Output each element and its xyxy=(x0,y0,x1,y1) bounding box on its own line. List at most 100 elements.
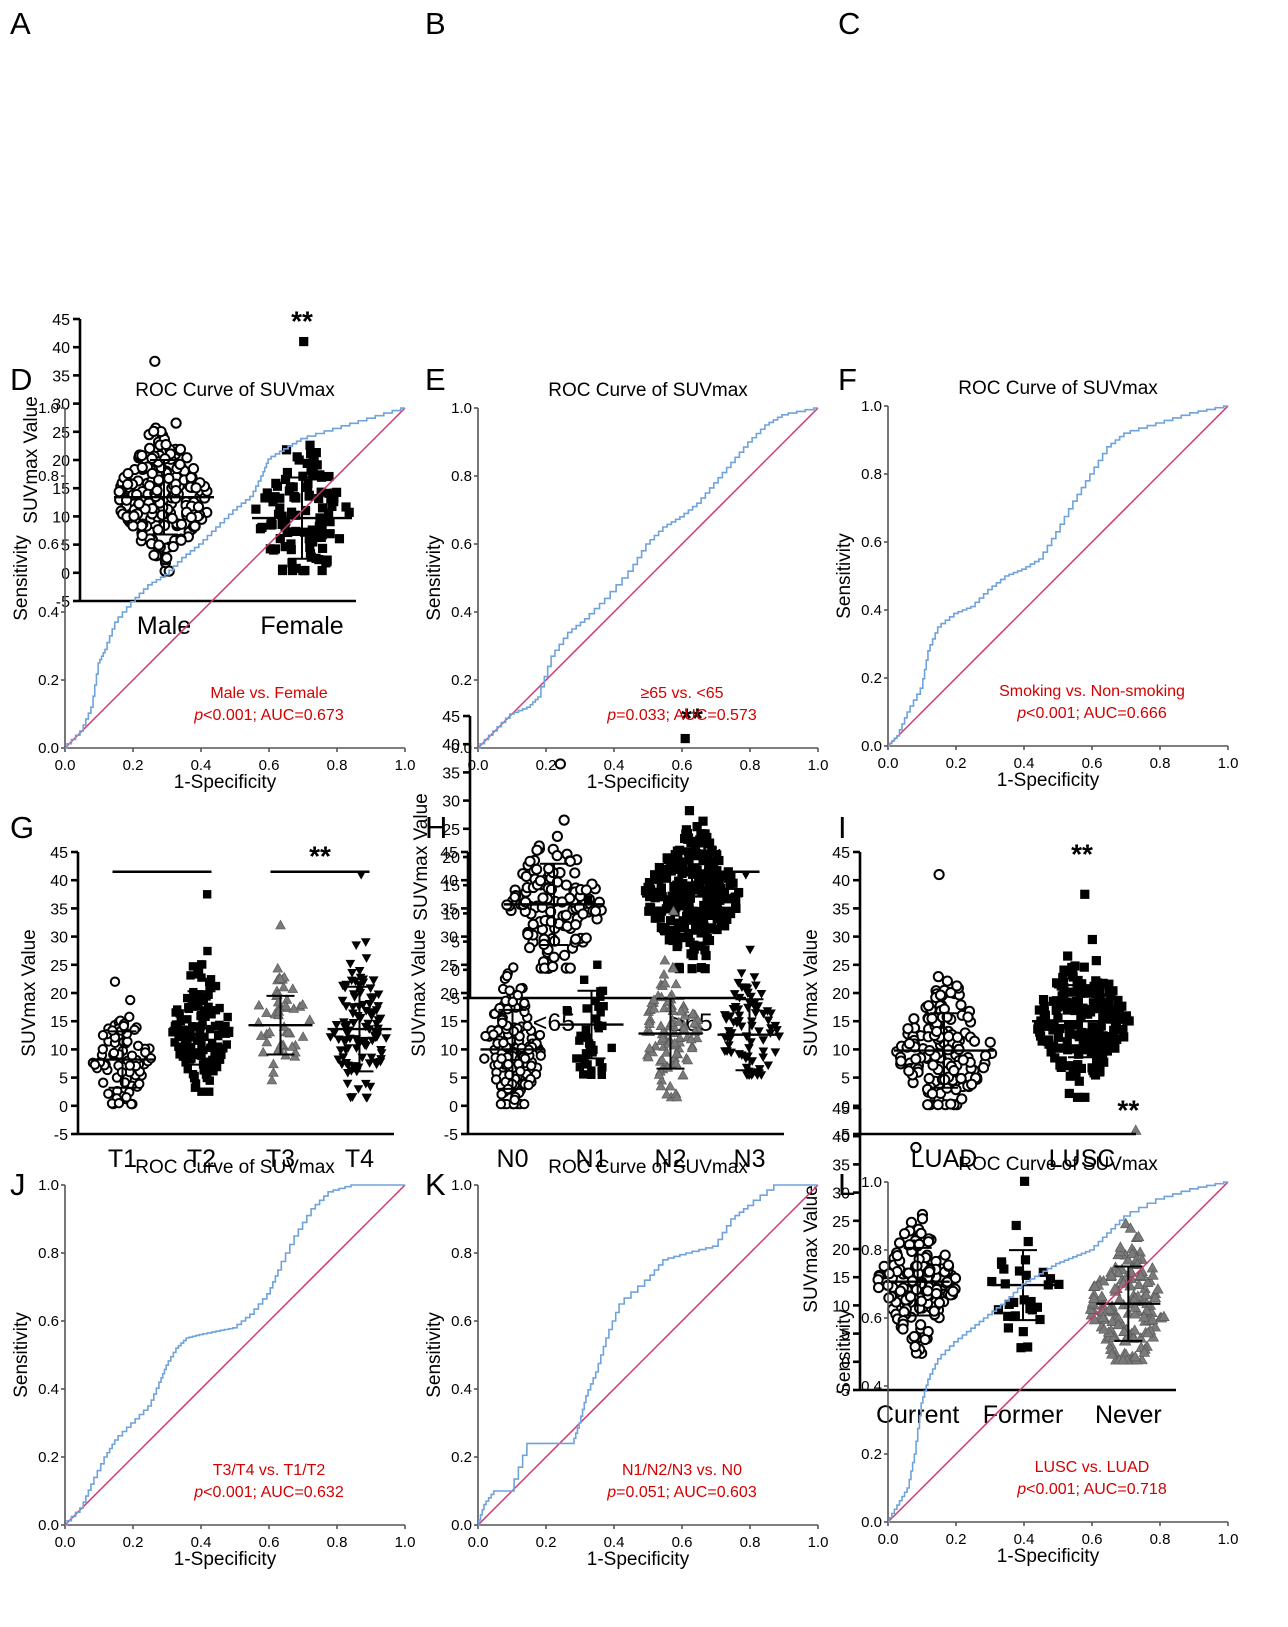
statistics-label: p=0.033; AUC=0.573 xyxy=(606,707,757,724)
x-tick-label: 0.2 xyxy=(536,757,557,774)
data-point xyxy=(282,467,293,478)
data-point xyxy=(700,874,710,884)
data-point xyxy=(1059,965,1069,975)
category-label: Former xyxy=(983,1401,1064,1429)
data-point xyxy=(1063,999,1073,1009)
data-point xyxy=(643,882,653,892)
data-point xyxy=(364,1000,375,1009)
group-Never xyxy=(1084,1124,1170,1365)
data-point xyxy=(642,1051,654,1062)
data-point xyxy=(224,1028,234,1037)
data-point xyxy=(741,870,751,880)
data-point xyxy=(1107,1331,1120,1343)
data-point xyxy=(1059,983,1069,993)
data-point xyxy=(664,935,674,945)
data-point xyxy=(587,1070,596,1079)
data-point xyxy=(933,868,945,881)
data-point xyxy=(1129,1350,1142,1362)
data-point xyxy=(710,897,720,907)
data-point xyxy=(253,999,265,1010)
data-point xyxy=(1080,1092,1090,1102)
data-point xyxy=(1152,1283,1164,1294)
data-point xyxy=(1112,1034,1122,1045)
y-tick-label: 0.8 xyxy=(861,466,882,483)
data-point xyxy=(215,1003,224,1013)
data-point xyxy=(979,1050,992,1062)
reference-line xyxy=(64,407,406,749)
data-point xyxy=(652,906,662,916)
data-point xyxy=(345,959,356,969)
data-point xyxy=(314,554,324,565)
data-point xyxy=(691,863,701,873)
category-label: N0 xyxy=(497,1145,529,1173)
data-point xyxy=(674,876,684,886)
data-point xyxy=(582,1033,591,1042)
p-symbol: p xyxy=(606,1484,616,1501)
data-point xyxy=(266,1074,278,1085)
roc-curve xyxy=(478,407,818,749)
data-point xyxy=(203,946,212,956)
data-point xyxy=(183,1015,192,1024)
data-point xyxy=(579,1070,588,1079)
y-tick-label: 20 xyxy=(50,986,68,1003)
y-tick-label: 0.2 xyxy=(451,672,472,689)
y-tick-label: 15 xyxy=(832,1014,850,1031)
reference-line xyxy=(887,1181,1229,1523)
statistics-label: p<0.001; AUC=0.632 xyxy=(193,1484,344,1501)
category-label: Never xyxy=(1095,1401,1162,1429)
panel-letter: C xyxy=(838,6,860,41)
data-point xyxy=(342,1079,353,1089)
data-point xyxy=(562,1006,572,1015)
data-point xyxy=(1110,1019,1121,1029)
y-tick-label: 20 xyxy=(832,1242,850,1259)
y-tick-label: 1.0 xyxy=(451,400,472,417)
y-tick-label: 0.4 xyxy=(451,604,472,621)
data-point xyxy=(1040,1021,1050,1031)
data-point xyxy=(507,996,518,1008)
data-point xyxy=(282,1026,294,1037)
data-point xyxy=(268,1067,279,1077)
data-point xyxy=(949,1272,962,1284)
data-point xyxy=(934,989,947,1001)
data-point xyxy=(1112,1266,1124,1278)
data-point xyxy=(655,1080,667,1091)
group-N3 xyxy=(717,870,785,1080)
y-tick-label: 30 xyxy=(440,930,458,947)
data-point xyxy=(945,1098,957,1110)
data-point xyxy=(968,1035,981,1047)
data-point xyxy=(363,1019,374,1029)
data-point xyxy=(593,960,602,969)
data-point xyxy=(1134,1332,1147,1343)
data-point xyxy=(756,990,767,999)
data-point xyxy=(200,1032,209,1042)
data-point xyxy=(707,880,717,890)
data-point xyxy=(1039,1001,1049,1011)
data-point xyxy=(962,1011,974,1023)
group-Male xyxy=(113,355,214,577)
data-point xyxy=(950,1084,962,1096)
y-tick-label: 20 xyxy=(832,986,850,1003)
group-T2 xyxy=(168,890,234,1096)
y-tick-label: 25 xyxy=(832,1214,850,1231)
data-point xyxy=(1073,1060,1083,1070)
data-point xyxy=(698,915,709,925)
data-point xyxy=(1149,1291,1162,1302)
data-point xyxy=(337,996,348,1006)
y-tick-label: 40 xyxy=(440,873,458,890)
data-point xyxy=(947,1285,959,1297)
data-point xyxy=(161,552,173,564)
x-tick-label: 0.6 xyxy=(672,1534,693,1551)
data-point xyxy=(1062,1005,1073,1015)
data-point xyxy=(548,951,560,963)
data-point xyxy=(1053,1013,1063,1023)
data-point xyxy=(136,529,148,542)
x-tick-label: 1.0 xyxy=(395,757,416,774)
category-label: T1 xyxy=(108,1145,137,1173)
data-point xyxy=(331,1020,342,1030)
data-point xyxy=(659,977,671,988)
data-point xyxy=(945,987,957,999)
x-tick-label: 0.4 xyxy=(1014,1531,1035,1548)
data-point xyxy=(763,1016,774,1026)
data-point xyxy=(213,1031,223,1041)
chart-title: ROC Curve of SUVmax xyxy=(135,1157,335,1178)
